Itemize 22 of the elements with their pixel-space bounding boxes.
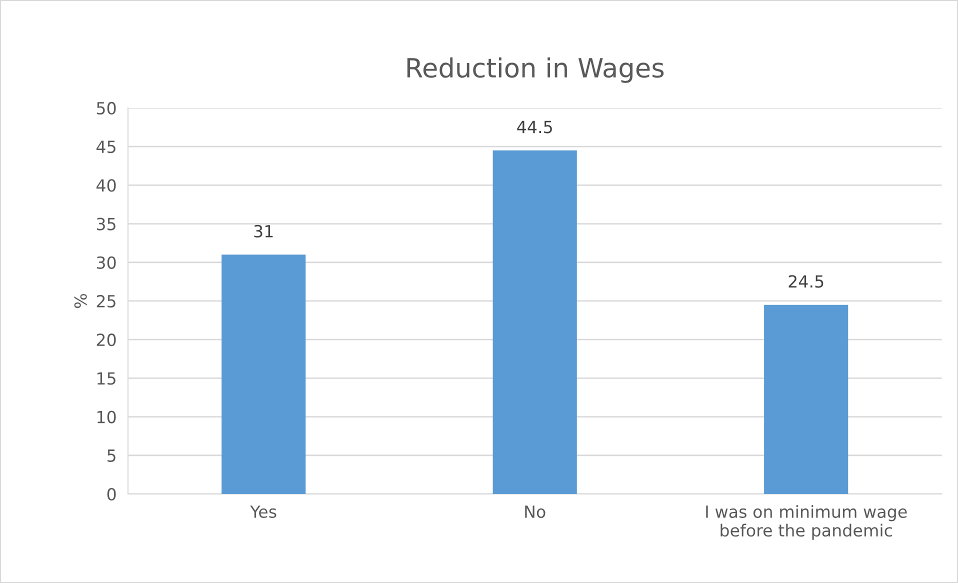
bar [492, 150, 577, 494]
y-tick-label: 25 [96, 294, 116, 308]
x-tick-label: Yes [250, 506, 276, 518]
y-tick-label: 0 [107, 488, 116, 501]
y-tick-label: 45 [96, 140, 116, 154]
y-tick-label: 40 [96, 179, 116, 192]
data-label: 31 [254, 224, 273, 238]
data-label: 24.5 [788, 275, 824, 288]
bar [764, 304, 848, 494]
bar [222, 254, 306, 494]
y-tick-label: 15 [98, 372, 116, 385]
chart-title: Reduction in Wages [407, 57, 664, 83]
y-tick-label: 5 [108, 450, 116, 462]
y-tick-label: 35 [96, 218, 116, 230]
y-tick-label: 50 [96, 102, 116, 115]
x-tick-label: I was on minimum wage before the pandemic [706, 505, 907, 540]
data-label: 44.5 [517, 120, 552, 134]
y-tick-label: 20 [96, 334, 116, 346]
x-tick-label: No [525, 506, 546, 518]
y-axis-title: % [74, 294, 87, 308]
y-tick-label: 30 [96, 256, 116, 269]
y-tick-label: 10 [98, 410, 116, 424]
